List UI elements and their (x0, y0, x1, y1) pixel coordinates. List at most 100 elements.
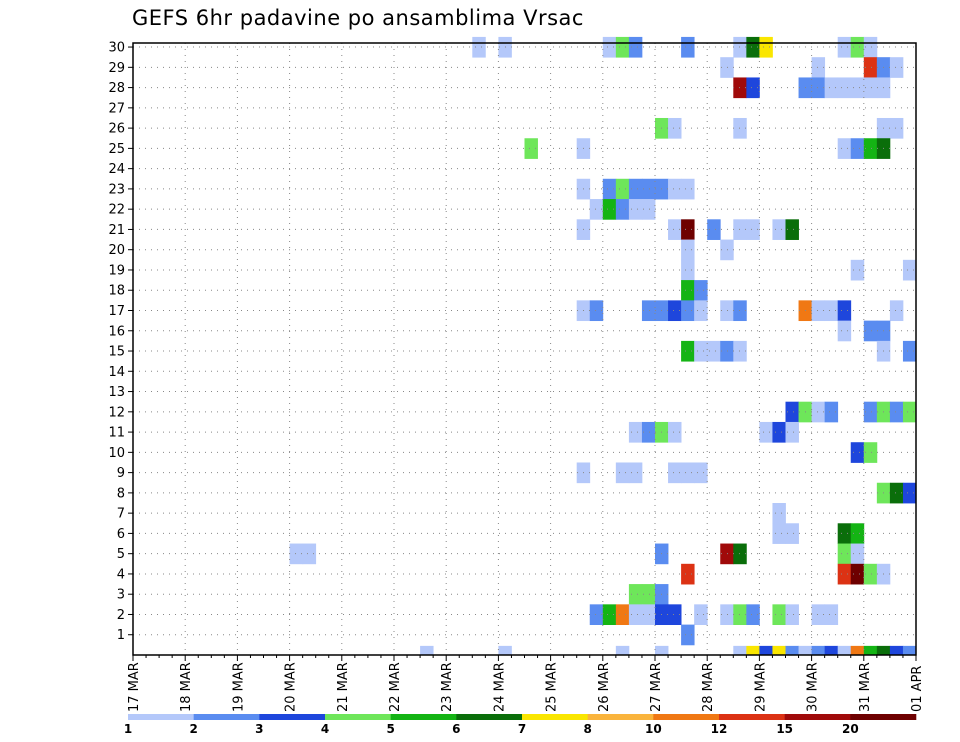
x-tick-label: 23 MAR (440, 662, 455, 712)
colorbar-label: 6 (452, 722, 460, 736)
x-tick-label: 01 APR (910, 666, 925, 712)
y-tick-label: 5 (117, 547, 125, 562)
heatmap-cell (629, 179, 642, 200)
heatmap-cell (851, 442, 864, 463)
heatmap-cell (616, 199, 629, 220)
y-tick-label: 28 (108, 81, 125, 96)
heatmap-cells (290, 37, 917, 655)
heatmap-cell (838, 523, 851, 544)
y-tick-label: 7 (117, 507, 125, 522)
heatmap-cell (681, 300, 694, 321)
heatmap-cell (472, 37, 485, 58)
heatmap-cell (746, 646, 759, 656)
heatmap-cell (681, 280, 694, 301)
heatmap-cell (694, 341, 707, 362)
y-tick-label: 21 (108, 223, 125, 238)
heatmap-cell (498, 646, 511, 656)
y-tick-label: 11 (108, 426, 125, 441)
colorbar: 1 2 3 4 5 6 7 8 10 12 15 20 (124, 714, 916, 736)
y-tick-label: 12 (108, 405, 125, 420)
heatmap-cell (786, 646, 799, 656)
heatmap-cell (733, 300, 746, 321)
heatmap-cell (772, 604, 785, 625)
heatmap-cell (851, 37, 864, 58)
heatmap-cell (772, 523, 785, 544)
heatmap-cell (838, 564, 851, 585)
x-tick-label: 28 MAR (701, 662, 716, 712)
heatmap-cell (733, 77, 746, 98)
heatmap-cell (733, 604, 746, 625)
colorbar-segment (456, 714, 522, 720)
heatmap-cell (720, 57, 733, 78)
colorbar-label: 7 (518, 722, 526, 736)
colorbar-segment (522, 714, 588, 720)
heatmap-cell (629, 37, 642, 58)
y-tick-label: 6 (117, 527, 125, 542)
y-tick-label: 17 (108, 304, 125, 319)
colorbar-label: 4 (321, 722, 329, 736)
heatmap-cell (629, 584, 642, 605)
x-tick-label: 26 MAR (597, 662, 612, 712)
colorbar-segment (785, 714, 851, 720)
heatmap-cell (903, 341, 916, 362)
heatmap-cell (603, 37, 616, 58)
x-tick-label: 17 MAR (127, 662, 142, 712)
heatmap-cell (772, 422, 785, 443)
heatmap-cell (759, 646, 772, 656)
x-tick-label: 24 MAR (492, 662, 507, 712)
heatmap-cell (616, 462, 629, 483)
heatmap-cell (838, 138, 851, 159)
x-tick-label: 31 MAR (858, 662, 873, 712)
y-tick-label: 27 (108, 101, 125, 116)
x-axis: 17 MAR 18 MAR 19 MAR 20 MAR 21 MAR 22 MAR 23 M… (127, 655, 925, 712)
heatmap-cell (851, 260, 864, 281)
heatmap-cell (772, 503, 785, 524)
plot-frame (133, 43, 916, 655)
heatmap-cell (851, 544, 864, 565)
y-tick-label: 8 (117, 486, 125, 501)
heatmap-cell (733, 544, 746, 565)
heatmap-cell (759, 422, 772, 443)
colorbar-label: 3 (255, 722, 263, 736)
heatmap-cell (825, 77, 838, 98)
heatmap-cell (838, 77, 851, 98)
heatmap-cell (720, 240, 733, 261)
heatmap-cell (733, 118, 746, 139)
heatmap-cell (864, 646, 877, 656)
colorbar-segment (653, 714, 719, 720)
y-tick-label: 24 (108, 162, 125, 177)
heatmap-cell (681, 179, 694, 200)
heatmap-cell (733, 646, 746, 656)
x-tick-label: 29 MAR (753, 662, 768, 712)
colorbar-label: 15 (776, 722, 793, 736)
heatmap-cell (903, 483, 916, 504)
heatmap-cell (772, 219, 785, 240)
heatmap-cell (603, 199, 616, 220)
colorbar-segment (391, 714, 457, 720)
colorbar-label: 5 (386, 722, 394, 736)
heatmap-cell (720, 544, 733, 565)
y-tick-label: 26 (108, 122, 125, 137)
heatmap-cell (799, 646, 812, 656)
heatmap-cell (694, 604, 707, 625)
y-tick-label: 30 (108, 41, 125, 56)
heatmap-cell (694, 280, 707, 301)
y-tick-label: 4 (117, 567, 125, 582)
heatmap-cell (303, 544, 316, 565)
colorbar-segment (588, 714, 654, 720)
colorbar-label: 12 (711, 722, 728, 736)
heatmap-cell (694, 462, 707, 483)
heatmap-cell (681, 240, 694, 261)
heatmap-cell (616, 179, 629, 200)
colorbar-label: 1 (124, 722, 132, 736)
colorbar-label: 2 (189, 722, 197, 736)
heatmap-cell (759, 37, 772, 58)
heatmap-cell (603, 604, 616, 625)
colorbar-segment (325, 714, 391, 720)
y-tick-label: 20 (108, 243, 125, 258)
heatmap-cell (720, 300, 733, 321)
colorbar-segment (850, 714, 916, 720)
heatmap-cell (903, 646, 916, 656)
colorbar-segment (128, 714, 194, 720)
heatmap-cell (825, 300, 838, 321)
